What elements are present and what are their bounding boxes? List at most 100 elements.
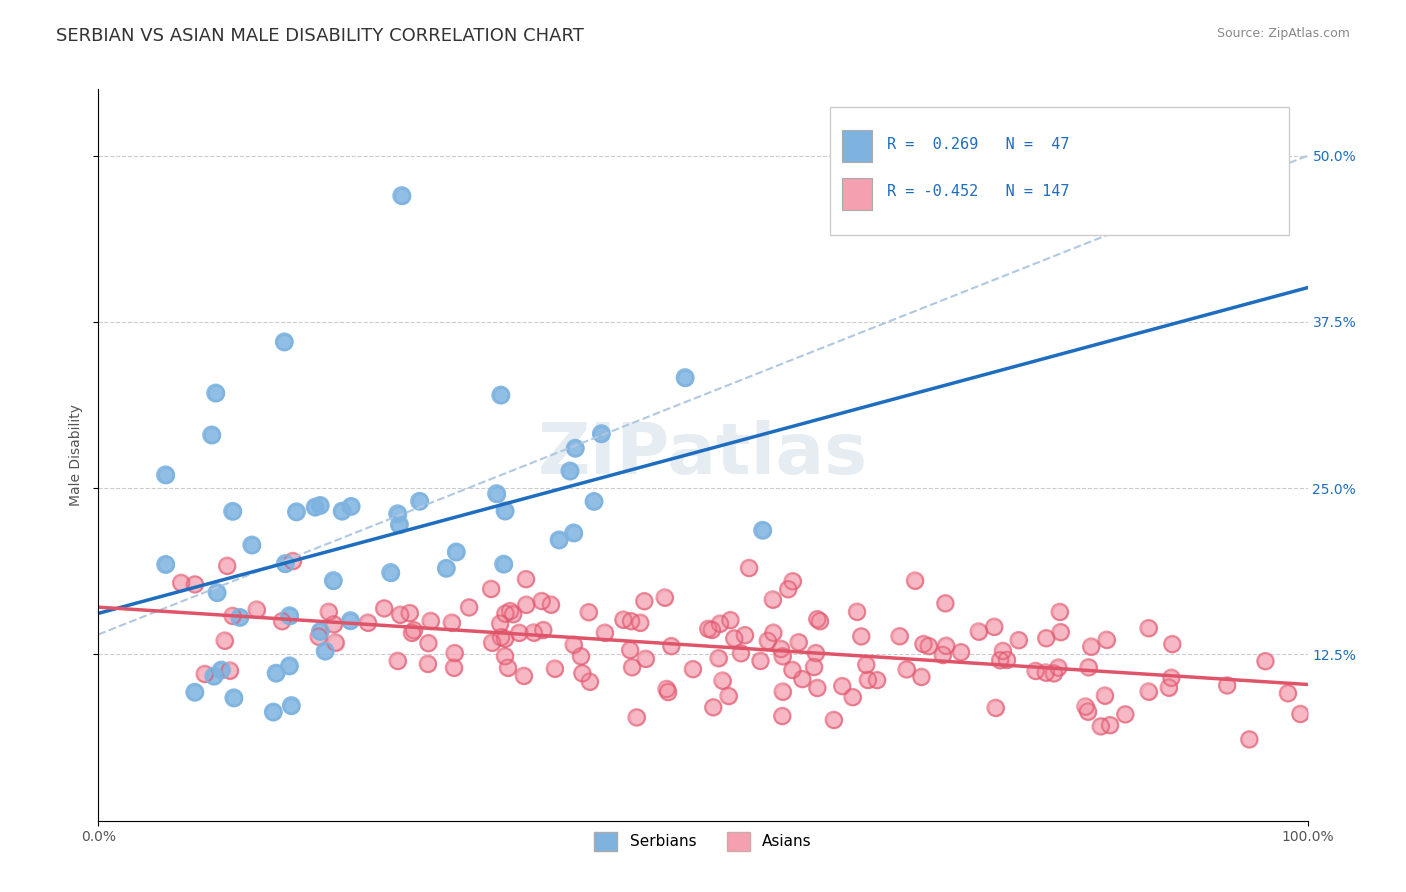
Point — [544, 662, 567, 676]
Point — [1160, 671, 1182, 685]
Point — [204, 386, 226, 401]
Point — [419, 614, 441, 628]
Point — [717, 689, 740, 703]
Point — [204, 386, 226, 401]
Point — [314, 644, 336, 658]
Point — [949, 645, 972, 659]
Point — [889, 629, 911, 643]
Point — [380, 566, 402, 580]
Point — [723, 632, 745, 646]
Point — [184, 685, 207, 699]
Point — [778, 582, 800, 597]
Point — [734, 628, 756, 642]
Point — [443, 661, 465, 675]
Point — [591, 426, 613, 441]
Point — [912, 637, 935, 651]
Point — [240, 538, 263, 552]
Point — [209, 663, 232, 677]
Point — [889, 629, 911, 643]
Point — [246, 602, 269, 616]
Point — [1277, 686, 1299, 700]
Point — [391, 188, 413, 202]
Point — [494, 632, 516, 646]
Point — [494, 607, 516, 621]
Point — [285, 505, 308, 519]
Point — [562, 638, 585, 652]
Point — [1216, 678, 1239, 692]
Point — [264, 666, 287, 681]
Point — [1047, 660, 1070, 674]
Point — [194, 667, 217, 681]
Point — [221, 608, 243, 623]
Point — [749, 654, 772, 668]
Point — [1094, 689, 1116, 703]
Point — [562, 525, 585, 540]
Point — [340, 500, 363, 514]
Point — [494, 632, 516, 646]
Point — [751, 523, 773, 537]
Point — [515, 572, 537, 586]
Point — [702, 700, 724, 714]
Point — [481, 635, 503, 649]
Legend: Serbians, Asians: Serbians, Asians — [588, 826, 818, 857]
Point — [931, 648, 953, 662]
Point — [569, 649, 592, 664]
Point — [408, 494, 430, 508]
Point — [808, 614, 831, 628]
Point — [309, 624, 332, 639]
Point — [1216, 678, 1239, 692]
Point — [628, 615, 651, 630]
Point — [772, 649, 794, 664]
Point — [373, 601, 395, 615]
Point — [1137, 621, 1160, 635]
Point — [769, 641, 792, 656]
Point — [782, 663, 804, 677]
Point — [1043, 666, 1066, 681]
Point — [804, 646, 827, 660]
Point — [330, 504, 353, 518]
Point — [1157, 681, 1180, 695]
Point — [772, 649, 794, 664]
Point — [626, 710, 648, 724]
Point — [155, 467, 177, 482]
Point — [762, 625, 785, 640]
Point — [654, 591, 676, 605]
Point — [1137, 684, 1160, 698]
Point — [1095, 632, 1118, 647]
Point — [831, 679, 853, 693]
Point — [806, 612, 828, 626]
Point — [851, 630, 873, 644]
Point — [995, 653, 1018, 667]
Point — [278, 658, 301, 673]
Point — [489, 630, 512, 644]
Point — [387, 654, 409, 668]
Point — [1077, 660, 1099, 674]
Point — [866, 673, 889, 687]
Point — [991, 644, 1014, 658]
Point — [357, 615, 380, 630]
Point — [214, 633, 236, 648]
Point — [564, 442, 586, 456]
Point — [1160, 671, 1182, 685]
Point — [1254, 654, 1277, 668]
FancyBboxPatch shape — [830, 107, 1289, 235]
Point — [1289, 706, 1312, 721]
Point — [1035, 632, 1057, 646]
Point — [485, 486, 508, 500]
Point — [217, 558, 239, 573]
Point — [935, 639, 957, 653]
Text: R =  0.269   N =  47: R = 0.269 N = 47 — [887, 136, 1070, 152]
Point — [229, 610, 252, 624]
Point — [513, 669, 536, 683]
Point — [499, 604, 522, 618]
Point — [325, 635, 347, 649]
Point — [655, 681, 678, 696]
Point — [562, 638, 585, 652]
Point — [1077, 660, 1099, 674]
Point — [418, 636, 440, 650]
Point — [846, 605, 869, 619]
Point — [398, 606, 420, 620]
Point — [388, 517, 411, 532]
Point — [221, 608, 243, 623]
Point — [582, 494, 605, 508]
